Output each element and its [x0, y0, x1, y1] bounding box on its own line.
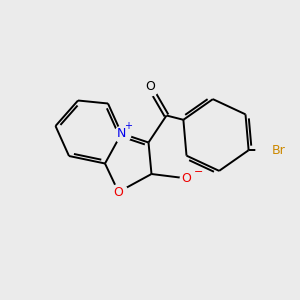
Text: O: O: [145, 80, 155, 94]
Text: O: O: [181, 172, 191, 185]
Text: +: +: [124, 121, 132, 131]
Text: N: N: [117, 127, 126, 140]
Text: Br: Br: [272, 144, 285, 157]
Text: −: −: [194, 167, 204, 177]
Text: O: O: [114, 185, 123, 199]
